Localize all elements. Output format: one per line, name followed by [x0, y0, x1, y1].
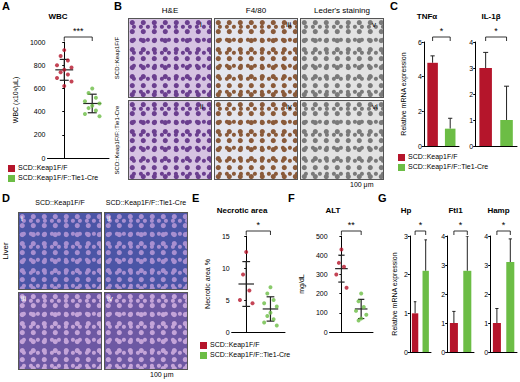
html-text:100 μm: 100 μm — [350, 181, 374, 188]
svg-text:1: 1 — [404, 310, 408, 317]
html-text:100 μm: 100 μm — [150, 371, 174, 378]
svg-text:***: *** — [73, 26, 84, 36]
svg-text:400: 400 — [34, 108, 46, 115]
svg-text:Relative mRNA expression: Relative mRNA expression — [400, 52, 408, 135]
svg-text:*: * — [502, 220, 506, 230]
svg-text:0: 0 — [324, 329, 328, 336]
svg-text:*: * — [459, 220, 463, 230]
html-text:SCD::Keap1F/F::Tie1-Cre: SCD::Keap1F/F::Tie1-Cre — [114, 105, 120, 175]
svg-text:WBC (x10³/μL): WBC (x10³/μL) — [12, 77, 20, 123]
svg-text:2: 2 — [484, 291, 488, 298]
svg-text:1: 1 — [441, 320, 445, 327]
html-text:ii: ii — [107, 214, 111, 223]
svg-text:0: 0 — [418, 143, 422, 150]
html-text:iv: iv — [107, 294, 113, 303]
svg-text:15: 15 — [222, 233, 230, 240]
svg-text:4: 4 — [441, 233, 445, 240]
html-text:F4/80: F4/80 — [245, 6, 267, 15]
html-text:F: F — [288, 192, 295, 204]
html-text:SCD::Keap1F/F: SCD::Keap1F/F — [408, 153, 458, 160]
svg-text:TNFα: TNFα — [417, 12, 438, 21]
svg-text:IL-1β: IL-1β — [481, 12, 500, 21]
svg-text:*: * — [494, 26, 498, 36]
svg-text:4: 4 — [484, 233, 488, 240]
svg-text:400: 400 — [316, 252, 328, 259]
svg-text:200: 200 — [34, 131, 46, 138]
svg-text:2: 2 — [441, 291, 445, 298]
html-text:Liver: Liver — [1, 242, 10, 260]
svg-text:1000: 1000 — [30, 39, 46, 46]
html-text:B: B — [114, 0, 122, 12]
svg-text:6: 6 — [418, 39, 422, 46]
svg-text:0: 0 — [469, 143, 473, 150]
html-text:A: A — [2, 0, 10, 12]
svg-text:ALT: ALT — [326, 206, 341, 215]
svg-text:WBC: WBC — [48, 12, 67, 21]
svg-text:3: 3 — [441, 262, 445, 269]
svg-text:Hamp: Hamp — [487, 206, 509, 215]
html-text:SCD::Keap1F/F::Tie1-Cre: SCD::Keap1F/F::Tie1-Cre — [18, 174, 99, 181]
svg-text:0: 0 — [484, 349, 488, 356]
html-text:iv: iv — [286, 102, 292, 111]
svg-text:500: 500 — [316, 233, 328, 240]
html-text:i: i — [200, 20, 202, 29]
svg-text:0: 0 — [404, 349, 408, 356]
svg-text:800: 800 — [34, 62, 46, 69]
html-text:SCD::Keap1F/F: SCD::Keap1F/F — [35, 199, 85, 206]
html-text:C: C — [390, 0, 398, 12]
html-text:SCD::Keap1F/F::Tie1-Cre: SCD::Keap1F/F::Tie1-Cre — [210, 351, 291, 358]
svg-text:mg/dL: mg/dL — [298, 274, 306, 294]
html-text:vi: vi — [372, 102, 378, 111]
svg-text:2: 2 — [469, 91, 473, 98]
html-text:SCD::Keap1F/F::Tie1-Cre: SCD::Keap1F/F::Tie1-Cre — [105, 199, 187, 206]
svg-text:4: 4 — [418, 73, 422, 80]
html-text:v: v — [372, 20, 376, 29]
svg-text:100: 100 — [316, 309, 328, 316]
html-text:i: i — [21, 214, 23, 223]
html-text:SCD::Keap1F/F::Tie1-Cre: SCD::Keap1F/F::Tie1-Cre — [408, 163, 489, 170]
svg-text:600: 600 — [34, 85, 46, 92]
svg-text:Ftl1: Ftl1 — [448, 206, 463, 215]
html-text:SCD::Keap1F/F: SCD::Keap1F/F — [114, 36, 120, 80]
html-text:SCD::Keap1F/F: SCD::Keap1F/F — [18, 164, 68, 171]
svg-text:4: 4 — [469, 39, 473, 46]
svg-text:2: 2 — [404, 271, 408, 278]
svg-text:0: 0 — [441, 349, 445, 356]
svg-text:300: 300 — [316, 271, 328, 278]
svg-text:10: 10 — [222, 265, 230, 272]
html-text:SCD::Keap1F/F: SCD::Keap1F/F — [210, 341, 260, 348]
svg-text:3: 3 — [484, 262, 488, 269]
svg-text:Hp: Hp — [401, 206, 412, 215]
svg-text:2: 2 — [418, 108, 422, 115]
svg-text:5: 5 — [226, 297, 230, 304]
svg-text:*: * — [440, 26, 444, 36]
svg-text:Relative mRNA expression: Relative mRNA expression — [391, 252, 399, 335]
html-text:D: D — [2, 192, 10, 204]
svg-text:Necrotic area: Necrotic area — [217, 206, 268, 215]
svg-text:*: * — [257, 220, 261, 230]
svg-text:*: * — [419, 220, 423, 230]
svg-text:**: ** — [348, 220, 356, 230]
svg-text:Necrotic area %: Necrotic area % — [204, 259, 211, 309]
svg-text:0: 0 — [42, 155, 46, 162]
svg-text:3: 3 — [469, 65, 473, 72]
html-text:G: G — [378, 192, 387, 204]
html-text:iii: iii — [21, 294, 27, 303]
svg-text:3: 3 — [404, 233, 408, 240]
html-text:ii: ii — [200, 102, 204, 111]
svg-text:1: 1 — [484, 320, 488, 327]
html-text:Leder's staining: Leder's staining — [314, 6, 370, 15]
html-text:H&E: H&E — [161, 6, 179, 15]
svg-text:0: 0 — [226, 329, 230, 336]
svg-text:200: 200 — [316, 290, 328, 297]
html-text:iii: iii — [286, 20, 292, 29]
html-text:E: E — [192, 192, 200, 204]
svg-text:1: 1 — [469, 117, 473, 124]
